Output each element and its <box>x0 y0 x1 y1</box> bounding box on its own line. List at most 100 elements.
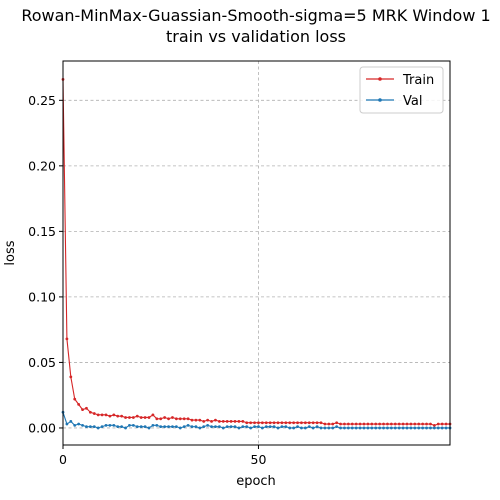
data-point-train <box>374 422 378 426</box>
legend-label-train: Train <box>402 73 434 88</box>
data-point-train <box>272 421 276 425</box>
data-point-train <box>370 422 374 426</box>
data-point-val <box>159 425 163 429</box>
data-point-val <box>358 426 362 430</box>
chart-subtitle: train vs validation loss <box>166 27 346 46</box>
data-point-val <box>311 426 315 430</box>
data-point-val <box>241 425 245 429</box>
data-point-val <box>202 425 206 429</box>
data-point-train <box>221 420 225 423</box>
data-point-val <box>401 426 405 430</box>
data-point-train <box>296 421 299 425</box>
data-point-val <box>217 425 221 429</box>
data-point-val <box>108 423 112 427</box>
x-tick-label: 50 <box>251 452 267 467</box>
data-point-val <box>73 423 77 427</box>
data-point-train <box>92 412 96 415</box>
data-point-val <box>393 426 397 430</box>
data-point-val <box>128 423 131 427</box>
data-point-train <box>413 422 417 426</box>
plot-frame <box>62 60 451 446</box>
data-point-train <box>319 421 323 425</box>
data-point-val <box>163 425 167 429</box>
data-point-val <box>272 425 276 429</box>
data-point-train <box>77 402 81 406</box>
y-tick-label: 0.20 <box>28 158 56 173</box>
data-point-train <box>323 422 327 426</box>
plot-area <box>63 61 450 445</box>
data-point-train <box>401 422 405 426</box>
x-axis-ticks: 0 50 <box>59 445 266 467</box>
data-point-train <box>440 422 444 426</box>
data-point-val <box>417 426 421 430</box>
data-point-train <box>194 418 198 422</box>
data-point-train <box>300 421 303 425</box>
data-point-train <box>249 421 253 425</box>
data-point-val <box>139 425 143 429</box>
data-point-val <box>429 426 432 430</box>
data-point-val <box>214 425 217 429</box>
series-layer <box>61 77 452 430</box>
data-point-train <box>350 422 354 426</box>
data-point-val <box>81 423 84 427</box>
data-point-val <box>331 426 335 430</box>
data-point-train <box>444 422 448 426</box>
data-point-train <box>69 375 73 379</box>
data-point-train <box>88 410 92 414</box>
data-point-val <box>346 426 350 430</box>
data-point-train <box>327 422 331 426</box>
data-point-val <box>432 426 436 430</box>
data-point-val <box>319 426 323 430</box>
data-point-train <box>147 416 151 419</box>
legend: Train Val <box>359 66 444 114</box>
data-point-val <box>233 425 237 429</box>
data-point-val <box>444 426 448 430</box>
data-point-train <box>417 422 421 426</box>
data-point-val <box>221 426 225 430</box>
series-train <box>61 77 452 427</box>
data-point-val <box>354 426 358 430</box>
series-val <box>61 410 452 430</box>
data-point-val <box>143 425 147 429</box>
data-point-train <box>167 417 170 421</box>
data-point-train <box>421 422 425 426</box>
data-point-train <box>186 417 190 421</box>
data-point-train <box>151 413 155 417</box>
data-point-train <box>237 420 241 423</box>
y-tick-label: 0.00 <box>28 420 56 435</box>
data-point-train <box>397 422 401 426</box>
data-point-val <box>362 426 366 430</box>
data-point-val <box>268 425 272 429</box>
data-point-train <box>315 421 319 425</box>
data-point-val <box>253 425 256 429</box>
data-point-val <box>374 426 378 430</box>
data-point-val <box>178 426 182 430</box>
data-point-train <box>386 422 389 426</box>
data-point-train <box>425 422 428 426</box>
data-point-train <box>104 413 108 417</box>
data-point-val <box>245 425 249 429</box>
data-point-train <box>210 420 213 423</box>
data-point-val <box>174 425 178 429</box>
x-tick-label: 0 <box>59 452 67 467</box>
data-point-val <box>260 426 264 430</box>
data-point-train <box>120 414 124 418</box>
data-point-train <box>284 421 288 425</box>
data-point-train <box>163 416 167 419</box>
y-tick-label: 0.10 <box>28 289 56 304</box>
data-point-val <box>88 425 92 429</box>
data-point-val <box>370 426 374 430</box>
data-point-train <box>354 422 358 426</box>
data-point-val <box>288 426 292 430</box>
data-point-val <box>112 423 116 427</box>
data-point-val <box>389 426 393 430</box>
data-point-val <box>264 425 268 429</box>
data-point-train <box>358 422 362 426</box>
data-point-train <box>128 416 131 419</box>
data-point-val <box>147 426 151 430</box>
data-point-train <box>108 414 112 418</box>
data-point-val <box>323 426 327 430</box>
data-point-val <box>257 425 260 429</box>
data-point-train <box>311 421 315 425</box>
data-point-val <box>335 425 339 429</box>
